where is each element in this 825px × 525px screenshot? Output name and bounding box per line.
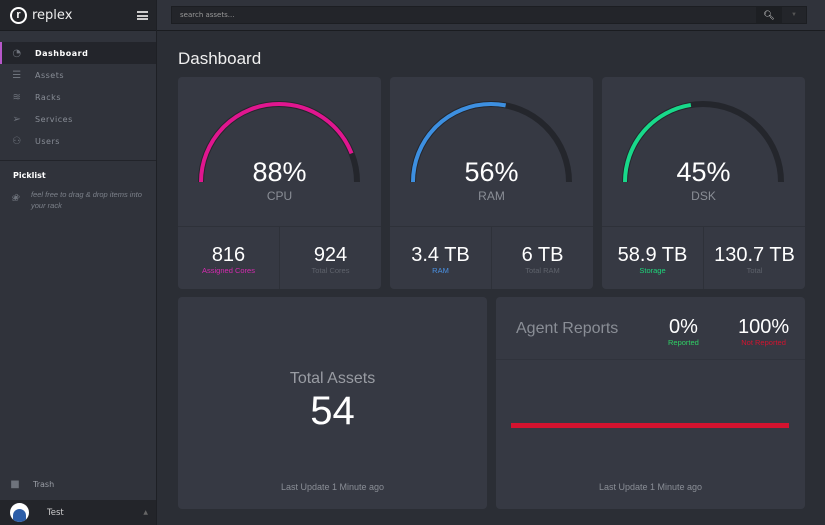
gauge-fill [411,102,571,183]
stat-value: 58.9 TB [617,244,688,266]
gauge-stats: 3.4 TB RAM 6 TB Total RAM [390,226,593,289]
gauge-dsk [622,101,784,183]
menu-toggle-icon[interactable] [137,11,148,20]
stat-label: Total [746,266,763,275]
stat-value: 6 TB [521,244,564,266]
stat-value: 816 [211,244,246,266]
stat-value: 130.7 TB [714,244,795,266]
sidebar-item-label: Dashboard [35,48,89,58]
trash-button[interactable]: ■ Trash [0,474,156,494]
gauge-ram [410,101,572,183]
gauge-stats: 816 Assigned Cores 924 Total Cores [178,226,381,289]
picklist-hint: feel free to drag & drop items into your… [31,190,142,210]
gauge-card-dsk: 45% DSK 58.9 TB Storage 130.7 TB Total [602,77,805,289]
search-dropdown-icon[interactable]: ▼ [791,12,797,18]
not-reported-value: 100% [738,316,790,338]
user-menu[interactable]: Test ▲ [0,500,156,525]
gauge-value: 45% [676,157,731,187]
reported-label: Reported [668,338,699,347]
stat-label: Storage [639,266,666,275]
last-update: Last Update 1 Minute ago [598,482,703,492]
user-icon: ⚇ [12,135,22,147]
search-button[interactable]: 🔍︎ [756,7,782,23]
stat-value: 924 [313,244,348,266]
stat: 6 TB Total RAM [491,227,593,289]
stat-label: Assigned Cores [202,266,255,275]
stat-label: Total Cores [311,266,350,275]
divider [496,359,805,360]
gauge-label: DSK [691,189,716,203]
avatar [10,503,29,522]
search-bar: 🔍︎ ▼ [171,6,807,24]
not-reported-stat: 100% Not Reported [738,316,789,347]
stat-label: Total RAM [525,266,560,275]
sidebar-item-assets[interactable]: ☰ Assets [0,64,156,86]
topbar: 🔍︎ ▼ [157,0,825,31]
dashboard-icon: ◔ [12,47,22,59]
stat: 816 Assigned Cores [178,227,279,289]
user-name: Test [47,507,64,518]
page-title: Dashboard [178,49,262,68]
total-assets-value: 54 [310,389,355,433]
sidebar-item-dashboard[interactable]: ◔ Dashboard [0,42,156,64]
gauge-value: 88% [252,157,307,187]
sidebar-item-racks[interactable]: ≋ Racks [0,86,156,108]
gauge-card-cpu: 88% CPU 816 Assigned Cores 924 Total Cores [178,77,381,289]
reported-value: 0% [668,316,698,338]
stat: 924 Total Cores [279,227,381,289]
gauge-cpu [198,101,360,183]
not-reported-fill [511,423,789,428]
logo-icon: r [10,6,27,24]
brand[interactable]: r replex [0,0,156,31]
brand-name: replex [32,7,73,23]
sidebar-item-users[interactable]: ⚇ Users [0,130,156,152]
sidebar-nav: ◔ Dashboard ☰ Assets ≋ Racks ➢ Services ⚇ Use… [0,42,156,152]
gauge-label: CPU [266,189,293,203]
not-reported-label: Not Reported [741,338,786,347]
search-input[interactable] [172,11,756,19]
gauge-fill [199,102,359,183]
stat: 130.7 TB Total [703,227,805,289]
gauge-value: 56% [464,157,519,187]
picklist-title: Picklist [13,171,46,180]
caret-up-icon: ▲ [143,509,148,516]
list-icon: ☰ [12,69,22,81]
sidebar-item-label: Users [35,136,60,146]
sidebar: r replex ◔ Dashboard ☰ Assets ≋ Racks ➢ Serv… [0,0,157,525]
stat-value: 3.4 TB [411,244,470,266]
total-assets-card: Total Assets 54 Last Update 1 Minute ago [178,297,487,509]
agent-reports-card: Agent Reports 0% Reported 100% Not Reporte… [496,297,805,509]
gauge-card-ram: 56% RAM 3.4 TB RAM 6 TB Total RAM [390,77,593,289]
stat: 3.4 TB RAM [390,227,491,289]
trash-label: Trash [33,479,55,489]
agent-reports-title: Agent Reports [516,320,619,337]
sidebar-item-services[interactable]: ➢ Services [0,108,156,130]
paper-plane-icon: ➢ [12,113,22,125]
stat-label: RAM [432,266,449,275]
divider [0,160,156,161]
gauge-stats: 58.9 TB Storage 130.7 TB Total [602,226,805,289]
layers-icon: ≋ [12,91,22,103]
report-progress-bar [511,423,789,428]
sidebar-item-label: Assets [35,70,65,80]
total-assets-label: Total Assets [289,370,376,387]
sidebar-item-label: Services [35,114,73,124]
picklist-dropzone[interactable]: ❀ feel free to drag & drop items into you… [8,189,156,211]
reported-stat: 0% Reported [668,316,699,347]
trash-icon: ■ [10,478,20,490]
gauge-fill [623,102,783,183]
paw-icon: ❀ [10,193,20,204]
search-icon: 🔍︎ [763,9,775,20]
stat: 58.9 TB Storage [602,227,703,289]
gauge-label: RAM [478,189,505,203]
sidebar-item-label: Racks [35,92,61,102]
last-update: Last Update 1 Minute ago [280,482,385,492]
